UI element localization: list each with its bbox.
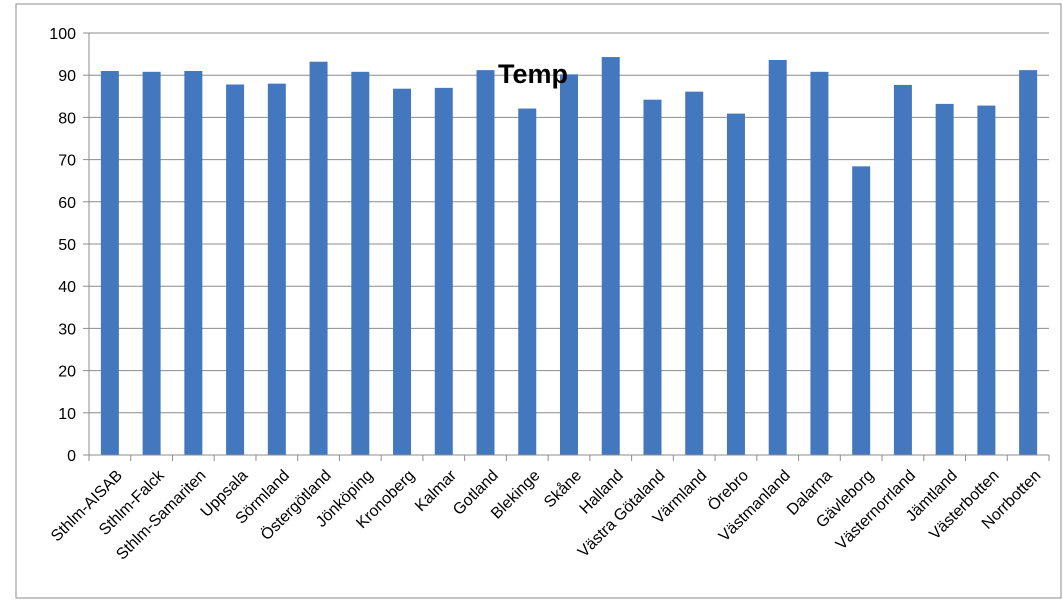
- bar: [267, 83, 286, 455]
- bar: [977, 105, 996, 456]
- bar: [726, 113, 745, 456]
- bar: [935, 103, 954, 455]
- y-tick-label: 0: [67, 448, 76, 465]
- bar: [518, 108, 537, 456]
- bar: [810, 71, 829, 455]
- y-tick-label: 80: [58, 110, 76, 127]
- y-axis-ticks: 0 10 20 30 40 50 60 70 80 90 100: [49, 26, 89, 465]
- bar: [685, 91, 704, 456]
- chart-title: Temp: [498, 59, 568, 89]
- bar: [226, 84, 245, 455]
- bar: [434, 87, 453, 456]
- bar: [393, 88, 412, 455]
- bar: [184, 70, 203, 455]
- bar: [643, 99, 662, 456]
- y-tick-label: 10: [58, 406, 76, 423]
- y-tick-label: 70: [58, 153, 76, 170]
- y-tick-label: 40: [58, 279, 76, 296]
- bar: [309, 61, 328, 456]
- bar: [601, 57, 620, 455]
- y-tick-label: 60: [58, 195, 76, 212]
- bar: [476, 70, 495, 456]
- y-tick-label: 50: [58, 237, 76, 254]
- y-tick-label: 20: [58, 364, 76, 381]
- bar: [560, 74, 578, 455]
- bar: [142, 71, 161, 455]
- y-tick-label: 90: [58, 68, 76, 85]
- bar: [768, 60, 787, 456]
- y-tick-label: 100: [49, 26, 76, 43]
- bar: [893, 84, 912, 455]
- x-axis: [88, 33, 1050, 461]
- bar: [1019, 70, 1038, 456]
- bar: [852, 166, 871, 456]
- bar: [100, 70, 119, 455]
- bar: [351, 71, 370, 455]
- y-tick-label: 30: [58, 321, 76, 338]
- bars: [100, 57, 1038, 456]
